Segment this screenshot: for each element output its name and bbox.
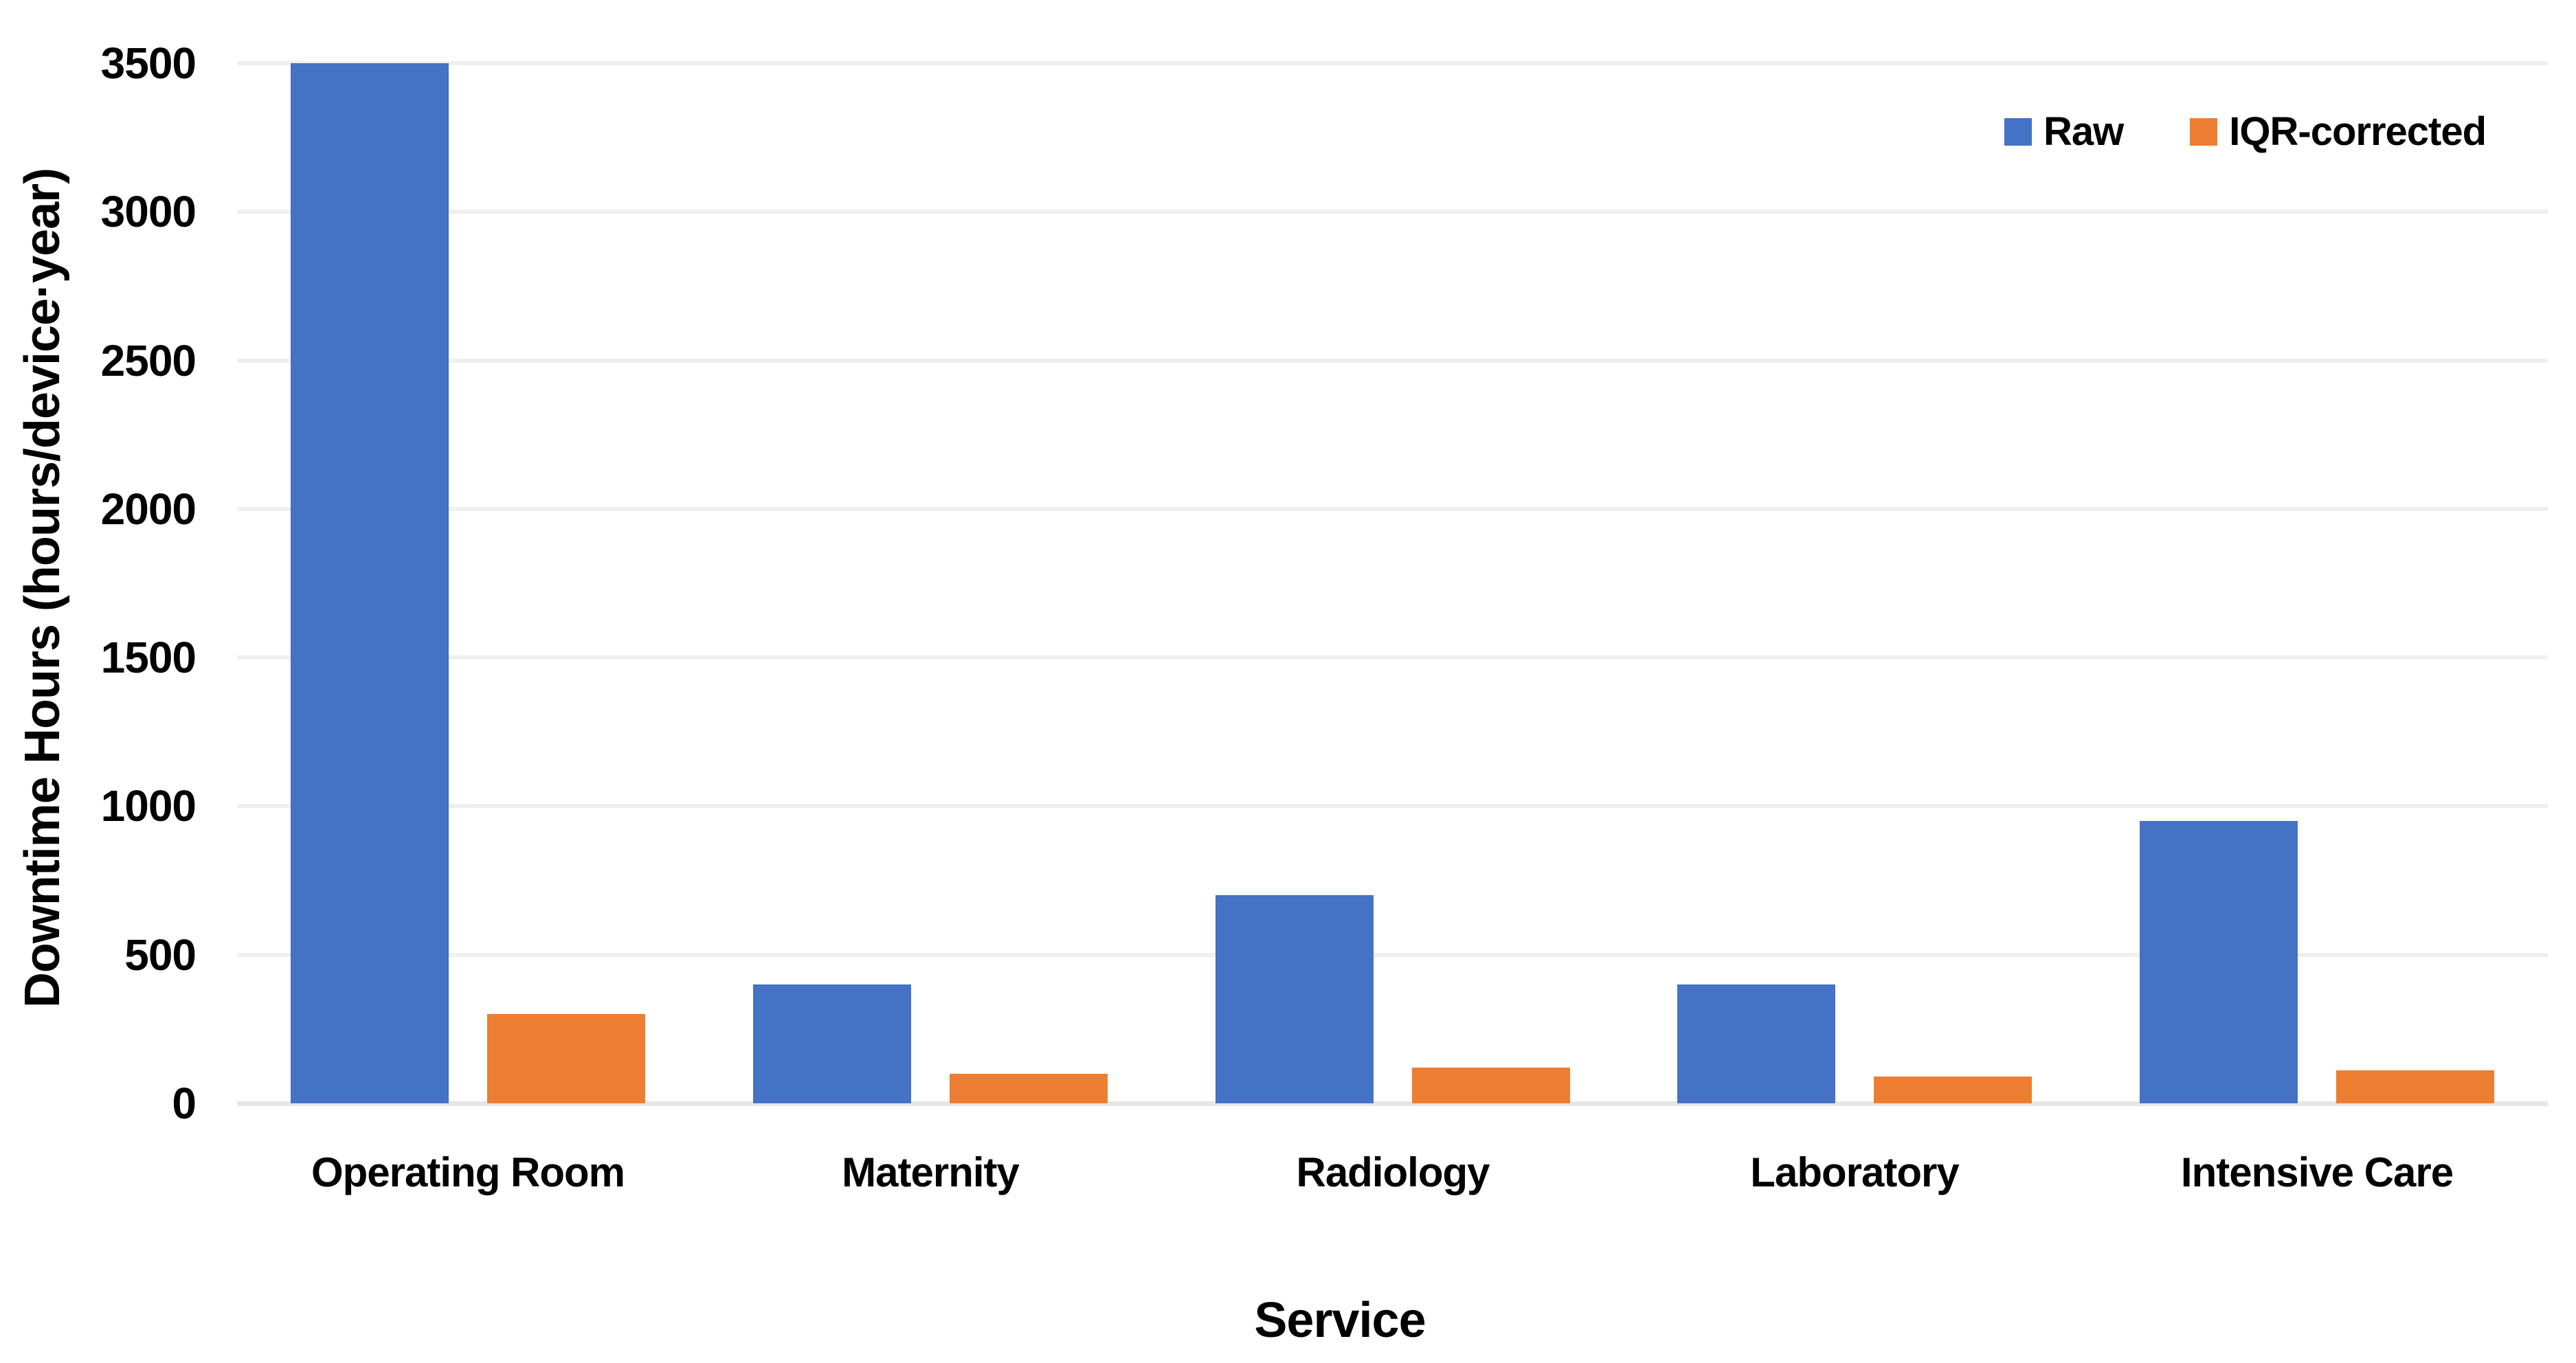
bar-raw-laboratory <box>1677 984 1835 1103</box>
gridline-2500 <box>237 359 2548 363</box>
bar-iqr-corrected-operating-room <box>487 1014 645 1103</box>
bar-iqr-corrected-laboratory <box>1874 1077 2032 1103</box>
y-tick-3000: 3000 <box>100 187 197 236</box>
bar-raw-operating-room <box>291 63 449 1103</box>
bar-raw-radiology <box>1216 895 1374 1103</box>
bar-iqr-corrected-radiology <box>1412 1068 1570 1103</box>
x-axis-title: Service <box>1254 1293 1426 1348</box>
x-tick-maternity: Maternity <box>842 1149 1020 1195</box>
legend-item-raw: Raw <box>2004 109 2124 154</box>
y-tick-0: 0 <box>172 1079 197 1128</box>
gridline-500 <box>237 953 2548 957</box>
bar-raw-maternity <box>753 984 911 1103</box>
iqr-corrected-series-swatch-icon <box>2190 118 2218 146</box>
y-tick-1000: 1000 <box>100 781 197 831</box>
gridline-3000 <box>237 210 2548 214</box>
x-tick-radiology: Radiology <box>1296 1149 1490 1195</box>
gridline-3500 <box>237 61 2548 65</box>
legend-item-iqr-corrected: IQR-corrected <box>2190 109 2487 154</box>
gridline-1500 <box>237 655 2548 660</box>
y-tick-3500: 3500 <box>100 38 197 88</box>
y-tick-2000: 2000 <box>100 484 197 534</box>
gridline-2000 <box>237 507 2548 511</box>
legend: Raw IQR-corrected <box>2004 109 2487 154</box>
legend-label-raw: Raw <box>2043 109 2124 154</box>
bar-iqr-corrected-intensive-care <box>2336 1070 2494 1103</box>
raw-series-swatch-icon <box>2004 118 2032 146</box>
gridline-1000 <box>237 804 2548 808</box>
x-tick-laboratory: Laboratory <box>1750 1149 1959 1195</box>
x-tick-operating-room: Operating Room <box>311 1149 625 1195</box>
y-tick-1500: 1500 <box>100 633 197 682</box>
y-tick-500: 500 <box>124 930 197 980</box>
y-tick-2500: 2500 <box>100 336 197 385</box>
x-axis-line <box>237 1101 2548 1106</box>
bar-raw-intensive-care <box>2140 821 2298 1103</box>
x-tick-intensive-care: Intensive Care <box>2180 1149 2454 1195</box>
legend-label-iqr-corrected: IQR-corrected <box>2229 109 2487 154</box>
y-axis-title: Downtime Hours (hours/device·year) <box>15 168 70 1009</box>
bar-iqr-corrected-maternity <box>950 1074 1108 1103</box>
